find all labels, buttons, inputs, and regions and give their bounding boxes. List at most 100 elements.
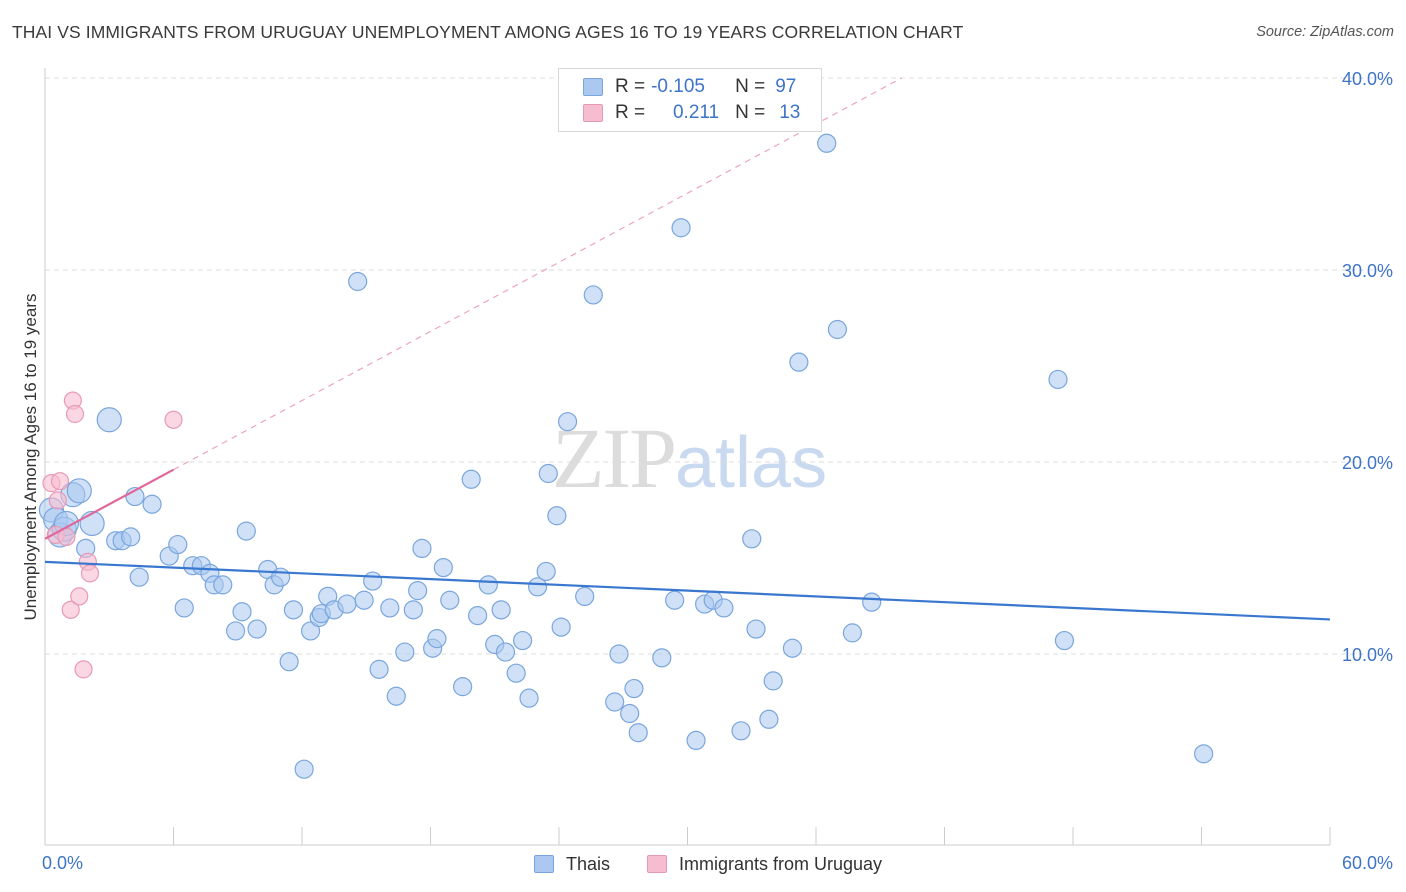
watermark-atlas: atlas — [675, 423, 828, 503]
point-thais-41 — [354, 590, 374, 610]
point-thais-62 — [512, 630, 533, 651]
y-tick-label-3: 40.0% — [1342, 69, 1393, 89]
point-thais-26 — [236, 521, 256, 541]
point-thais-67 — [547, 506, 567, 526]
point-thais-85 — [742, 529, 762, 549]
point-thais-47 — [403, 600, 423, 620]
point-thais-79 — [671, 218, 691, 238]
axis-labels: 10.0% 20.0% 30.0% 40.0% 0.0% 60.0% Unemploymen… — [21, 69, 1393, 873]
point-thais-64 — [527, 577, 548, 597]
point-thais-40 — [348, 271, 368, 292]
point-thais-63 — [519, 688, 539, 708]
legend-r-label: R = — [615, 102, 646, 123]
point-thais-69 — [557, 412, 578, 432]
point-thais-18 — [174, 598, 194, 618]
point-thais-70 — [575, 586, 595, 607]
y-axis-title: Unemployment Among Ages 16 to 19 years — [21, 294, 40, 621]
point-thais-90 — [789, 352, 809, 372]
point-thais-46 — [395, 642, 415, 662]
point-thais-87 — [759, 709, 779, 729]
y-tick-label-2: 30.0% — [1342, 261, 1393, 281]
point-uruguay-12 — [164, 410, 183, 429]
point-thais-44 — [380, 598, 400, 618]
point-thais-74 — [620, 703, 640, 724]
bottom-legend-swatch-thais — [534, 855, 554, 873]
point-thais-66 — [538, 463, 558, 484]
point-thais-55 — [461, 469, 481, 489]
point-thais-9 — [96, 407, 122, 433]
point-uruguay-3 — [50, 472, 70, 491]
point-thais-80 — [686, 730, 706, 751]
point-uruguay-11 — [80, 564, 100, 583]
legend-r-label: R = — [615, 76, 646, 97]
legend-swatch-uruguay — [583, 104, 603, 122]
point-thais-49 — [412, 538, 432, 559]
point-thais-95 — [1048, 369, 1068, 390]
trend-lines — [173, 77, 902, 471]
point-uruguay-7 — [65, 404, 85, 424]
point-thais-56 — [468, 605, 488, 626]
point-thais-61 — [506, 663, 526, 683]
point-thais-97 — [1194, 744, 1214, 764]
point-thais-8 — [79, 510, 105, 537]
point-thais-89 — [782, 638, 803, 658]
bottom-legend-uruguay: Immigrants from Uruguay — [647, 852, 882, 876]
point-thais-51 — [427, 629, 447, 649]
point-thais-76 — [628, 723, 648, 743]
legend-n-label: N = — [735, 102, 766, 123]
point-thais-54 — [453, 677, 473, 697]
point-thais-91 — [817, 133, 837, 153]
point-thais-42 — [363, 571, 383, 591]
point-thais-84 — [731, 721, 751, 741]
bottom-legend-swatch-uruguay — [647, 855, 667, 873]
trend-line-uruguay — [44, 468, 175, 540]
point-uruguay-8 — [70, 587, 89, 606]
point-thais-15 — [142, 494, 162, 514]
point-thais-73 — [609, 644, 629, 664]
point-thais-57 — [478, 575, 498, 595]
legend-row-uruguay: R = 0.211 N = 13 — [583, 100, 800, 126]
point-thais-93 — [842, 623, 863, 643]
data-points — [38, 133, 1331, 779]
legend-n-value: 13 — [779, 102, 801, 123]
point-thais-27 — [247, 619, 267, 639]
point-thais-94 — [862, 592, 882, 612]
point-thais-33 — [294, 759, 314, 779]
point-thais-88 — [763, 671, 783, 691]
gridlines — [45, 77, 1392, 655]
point-thais-43 — [369, 659, 389, 679]
point-uruguay-5 — [61, 600, 80, 619]
point-thais-86 — [746, 619, 766, 639]
y-tick-label-0: 10.0% — [1342, 645, 1393, 665]
point-thais-59 — [491, 600, 511, 620]
point-thais-53 — [440, 590, 460, 610]
point-thais-32 — [283, 600, 304, 620]
point-thais-12 — [121, 527, 141, 547]
point-thais-72 — [605, 692, 625, 712]
source-credit: Source: ZipAtlas.com — [1256, 24, 1394, 40]
point-thais-24 — [226, 621, 246, 641]
axes — [44, 68, 1331, 846]
point-thais-78 — [665, 590, 685, 610]
x-tick-label-min: 0.0% — [42, 853, 83, 873]
point-thais-48 — [408, 581, 428, 601]
point-thais-52 — [433, 557, 453, 578]
zipatlas-watermark: ZIPatlas — [552, 408, 827, 508]
legend-row-thais: R = -0.105 N = 97 — [583, 74, 796, 100]
point-thais-71 — [583, 285, 603, 305]
point-thais-30 — [270, 567, 291, 587]
trend-line-thais — [44, 560, 1331, 621]
point-thais-25 — [232, 602, 252, 622]
correlation-legend: R = -0.105 N = 97 R = 0.211 N = 13 — [558, 68, 822, 132]
point-thais-83 — [714, 598, 734, 618]
point-thais-23 — [213, 575, 233, 595]
point-thais-96 — [1054, 630, 1075, 651]
point-thais-75 — [624, 678, 644, 699]
y-tick-label-1: 20.0% — [1342, 453, 1393, 473]
point-thais-68 — [551, 617, 571, 637]
chart-title: THAI VS IMMIGRANTS FROM URUGUAY UNEMPLOY… — [12, 22, 964, 42]
point-thais-65 — [536, 561, 556, 582]
bottom-legend-label-uruguay: Immigrants from Uruguay — [679, 853, 883, 874]
x-tick-label-max: 60.0% — [1342, 853, 1393, 873]
